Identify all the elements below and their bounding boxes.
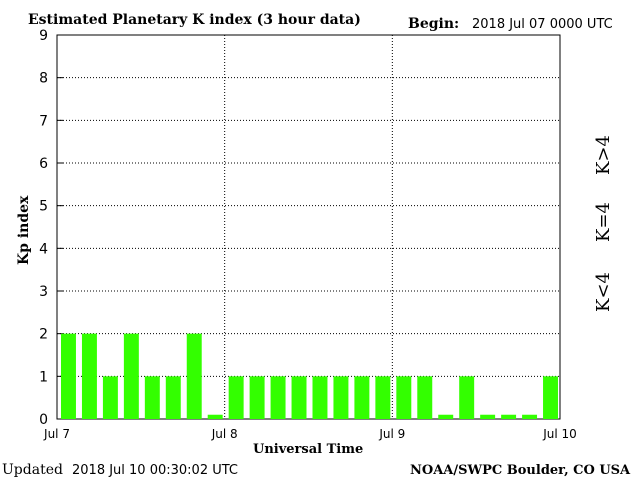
- kp-bar: [480, 414, 496, 419]
- kp-bar: [144, 376, 160, 419]
- y-tick-label: 3: [39, 284, 48, 300]
- kp-bar: [102, 376, 118, 419]
- kp-bar: [270, 376, 286, 419]
- kp-bar: [81, 333, 97, 419]
- begin-label: Begin:: [408, 16, 459, 32]
- y-tick-label: 7: [39, 113, 48, 129]
- kp-bar: [333, 376, 349, 419]
- x-axis-label: Universal Time: [253, 442, 363, 457]
- kp-bar: [291, 376, 307, 419]
- y-tick-label: 9: [39, 28, 48, 44]
- x-tick-labels: Jul 7 Jul 8 Jul 9 Jul 10: [43, 427, 577, 441]
- x-tick-label: Jul 9: [378, 427, 405, 441]
- kp-bar: [249, 376, 265, 419]
- x-tick-label: Jul 8: [211, 427, 238, 441]
- kp-bar: [207, 414, 223, 419]
- kp-bar: [459, 376, 475, 419]
- y-tick-label: 6: [39, 156, 48, 172]
- bar-series: [61, 333, 558, 419]
- kp-bar: [228, 376, 244, 419]
- y-tick-label: 8: [39, 71, 48, 87]
- credit-text: NOAA/SWPC Boulder, CO USA: [410, 463, 631, 478]
- kp-bar: [543, 376, 558, 419]
- chart-title: Estimated Planetary K index (3 hour data…: [28, 12, 361, 28]
- kp-bar: [417, 376, 433, 419]
- kp-bar: [522, 414, 538, 419]
- kp-bar: [396, 376, 412, 419]
- kp-bar: [165, 376, 181, 419]
- y-tick-label: 1: [39, 369, 48, 385]
- legend-k-less-4: K<4: [593, 272, 614, 312]
- kp-bar: [354, 376, 370, 419]
- gridlines: [57, 34, 560, 420]
- y-axis-label: Kp index: [16, 195, 32, 265]
- kp-bar: [375, 376, 391, 419]
- legend-k-greater-4: K>4: [593, 135, 614, 175]
- updated-label: Updated: [2, 462, 63, 478]
- y-tick-label: 0: [39, 412, 48, 428]
- kp-bar: [501, 414, 517, 419]
- plot-frame: [56, 34, 561, 420]
- kp-bar: [438, 414, 454, 419]
- x-tick-label: Jul 7: [43, 427, 70, 441]
- legend-k-equal-4: K=4: [593, 202, 614, 242]
- begin-value: 2018 Jul 07 0000 UTC: [472, 17, 613, 32]
- kp-bar: [61, 333, 76, 419]
- y-tick-label: 4: [39, 241, 48, 257]
- x-tick-label: Jul 10: [542, 427, 577, 441]
- kp-bar: [186, 333, 202, 419]
- updated-value: 2018 Jul 10 00:30:02 UTC: [72, 463, 238, 478]
- kp-bar: [123, 333, 139, 419]
- y-tick-label: 2: [39, 327, 48, 343]
- y-tick-labels: 0 1 2 3 4 5 6 7 8 9: [39, 28, 48, 428]
- y-tick-label: 5: [39, 199, 48, 215]
- kp-bar: [312, 376, 328, 419]
